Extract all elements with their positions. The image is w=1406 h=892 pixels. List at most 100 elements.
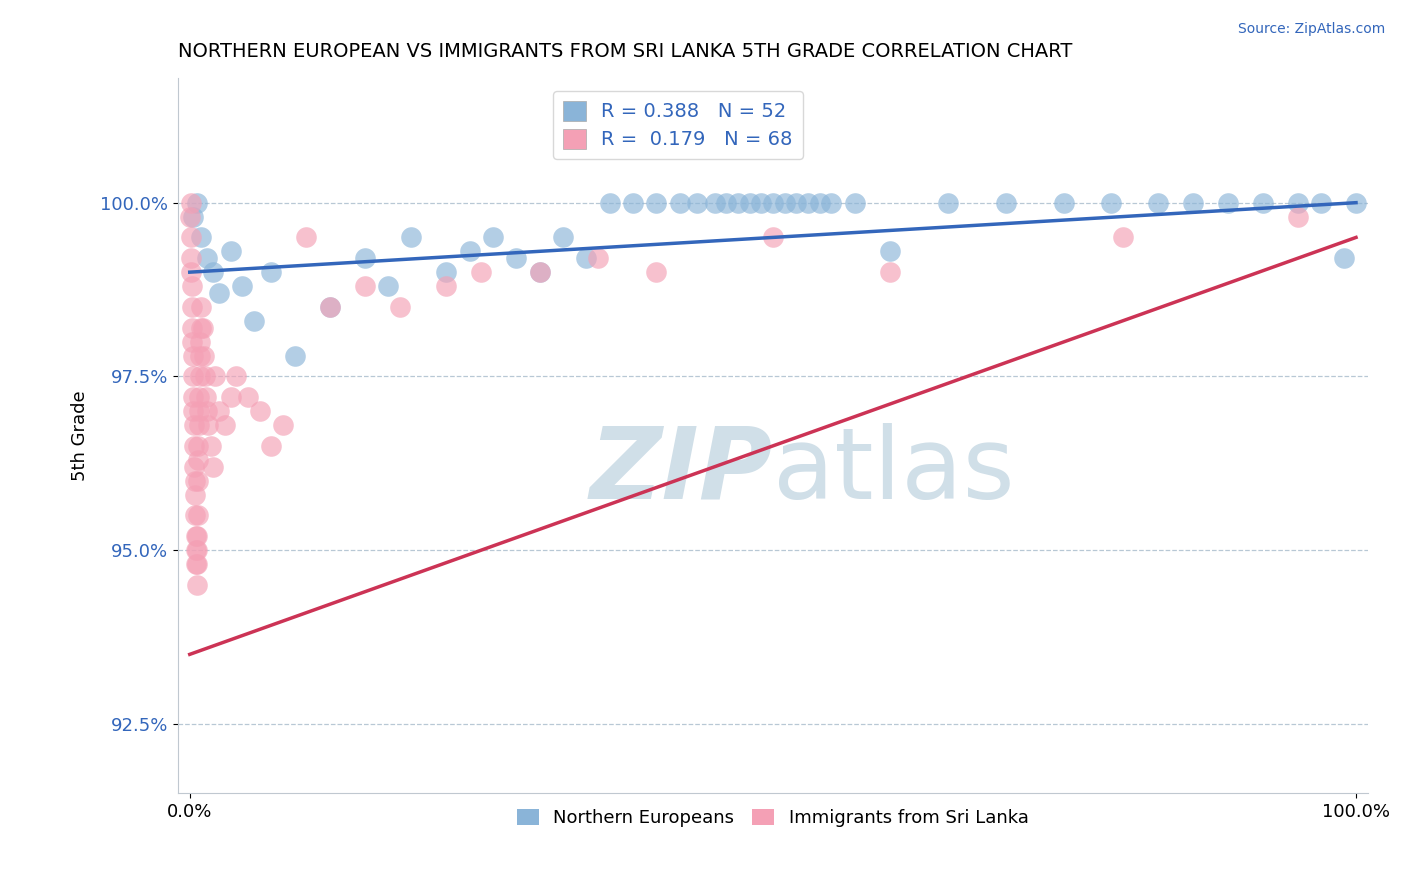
Point bbox=[879, 265, 901, 279]
Point bbox=[995, 195, 1018, 210]
Point bbox=[645, 265, 668, 279]
Point bbox=[668, 195, 690, 210]
Point bbox=[586, 252, 609, 266]
Point bbox=[219, 244, 242, 259]
Point bbox=[551, 230, 574, 244]
Point bbox=[181, 320, 204, 334]
Point bbox=[187, 474, 209, 488]
Point bbox=[1146, 195, 1168, 210]
Point bbox=[188, 349, 211, 363]
Point bbox=[686, 195, 709, 210]
Point bbox=[353, 279, 375, 293]
Point bbox=[180, 195, 202, 210]
Point bbox=[180, 265, 202, 279]
Point bbox=[353, 252, 375, 266]
Point bbox=[773, 195, 796, 210]
Text: Source: ZipAtlas.com: Source: ZipAtlas.com bbox=[1237, 22, 1385, 37]
Point bbox=[188, 334, 211, 349]
Text: NORTHERN EUROPEAN VS IMMIGRANTS FROM SRI LANKA 5TH GRADE CORRELATION CHART: NORTHERN EUROPEAN VS IMMIGRANTS FROM SRI… bbox=[179, 42, 1073, 61]
Point bbox=[187, 452, 209, 467]
Point bbox=[621, 195, 644, 210]
Point bbox=[225, 369, 247, 384]
Point bbox=[181, 334, 204, 349]
Point bbox=[186, 578, 208, 592]
Point bbox=[458, 244, 481, 259]
Point bbox=[183, 418, 205, 433]
Point bbox=[186, 543, 208, 558]
Point bbox=[936, 195, 959, 210]
Point bbox=[1310, 195, 1333, 210]
Point bbox=[1286, 210, 1309, 224]
Point bbox=[214, 418, 236, 433]
Point bbox=[180, 300, 202, 314]
Point bbox=[703, 195, 725, 210]
Point bbox=[187, 439, 209, 453]
Point bbox=[599, 195, 621, 210]
Point bbox=[243, 314, 266, 328]
Point bbox=[202, 459, 225, 474]
Point bbox=[388, 300, 411, 314]
Point bbox=[183, 459, 205, 474]
Point bbox=[186, 195, 208, 210]
Point bbox=[762, 195, 785, 210]
Point bbox=[377, 279, 399, 293]
Point bbox=[749, 195, 772, 210]
Point bbox=[1181, 195, 1204, 210]
Point bbox=[231, 279, 253, 293]
Point bbox=[200, 439, 222, 453]
Point bbox=[184, 487, 207, 501]
Point bbox=[820, 195, 842, 210]
Point bbox=[260, 265, 283, 279]
Point bbox=[808, 195, 831, 210]
Point bbox=[190, 300, 212, 314]
Point bbox=[482, 230, 505, 244]
Point bbox=[197, 418, 219, 433]
Point bbox=[236, 390, 259, 404]
Point bbox=[181, 349, 204, 363]
Point bbox=[184, 543, 207, 558]
Point bbox=[1112, 230, 1135, 244]
Point bbox=[1344, 195, 1367, 210]
Legend: Northern Europeans, Immigrants from Sri Lanka: Northern Europeans, Immigrants from Sri … bbox=[510, 802, 1036, 834]
Point bbox=[187, 418, 209, 433]
Point bbox=[844, 195, 866, 210]
Point bbox=[191, 320, 214, 334]
Point bbox=[1286, 195, 1309, 210]
Point bbox=[1251, 195, 1274, 210]
Point bbox=[318, 300, 340, 314]
Point bbox=[1053, 195, 1076, 210]
Point bbox=[219, 390, 242, 404]
Text: atlas: atlas bbox=[773, 423, 1015, 520]
Point bbox=[183, 404, 205, 418]
Point bbox=[575, 252, 598, 266]
Point bbox=[187, 508, 209, 523]
Point bbox=[529, 265, 551, 279]
Point bbox=[183, 474, 205, 488]
Point bbox=[260, 439, 283, 453]
Point bbox=[188, 369, 211, 384]
Point bbox=[193, 349, 215, 363]
Point bbox=[797, 195, 820, 210]
Point bbox=[727, 195, 749, 210]
Point bbox=[186, 557, 208, 571]
Point bbox=[181, 210, 204, 224]
Point bbox=[179, 210, 201, 224]
Point bbox=[180, 230, 202, 244]
Point bbox=[188, 404, 211, 418]
Point bbox=[186, 529, 208, 543]
Point bbox=[716, 195, 738, 210]
Point bbox=[188, 390, 211, 404]
Point bbox=[202, 265, 225, 279]
Point bbox=[194, 369, 217, 384]
Point bbox=[208, 285, 231, 300]
Point bbox=[295, 230, 318, 244]
Point bbox=[186, 557, 208, 571]
Point bbox=[180, 279, 202, 293]
Point bbox=[470, 265, 492, 279]
Point bbox=[181, 369, 204, 384]
Point bbox=[738, 195, 761, 210]
Point bbox=[190, 230, 212, 244]
Point bbox=[434, 279, 457, 293]
Point bbox=[1099, 195, 1122, 210]
Point bbox=[505, 252, 527, 266]
